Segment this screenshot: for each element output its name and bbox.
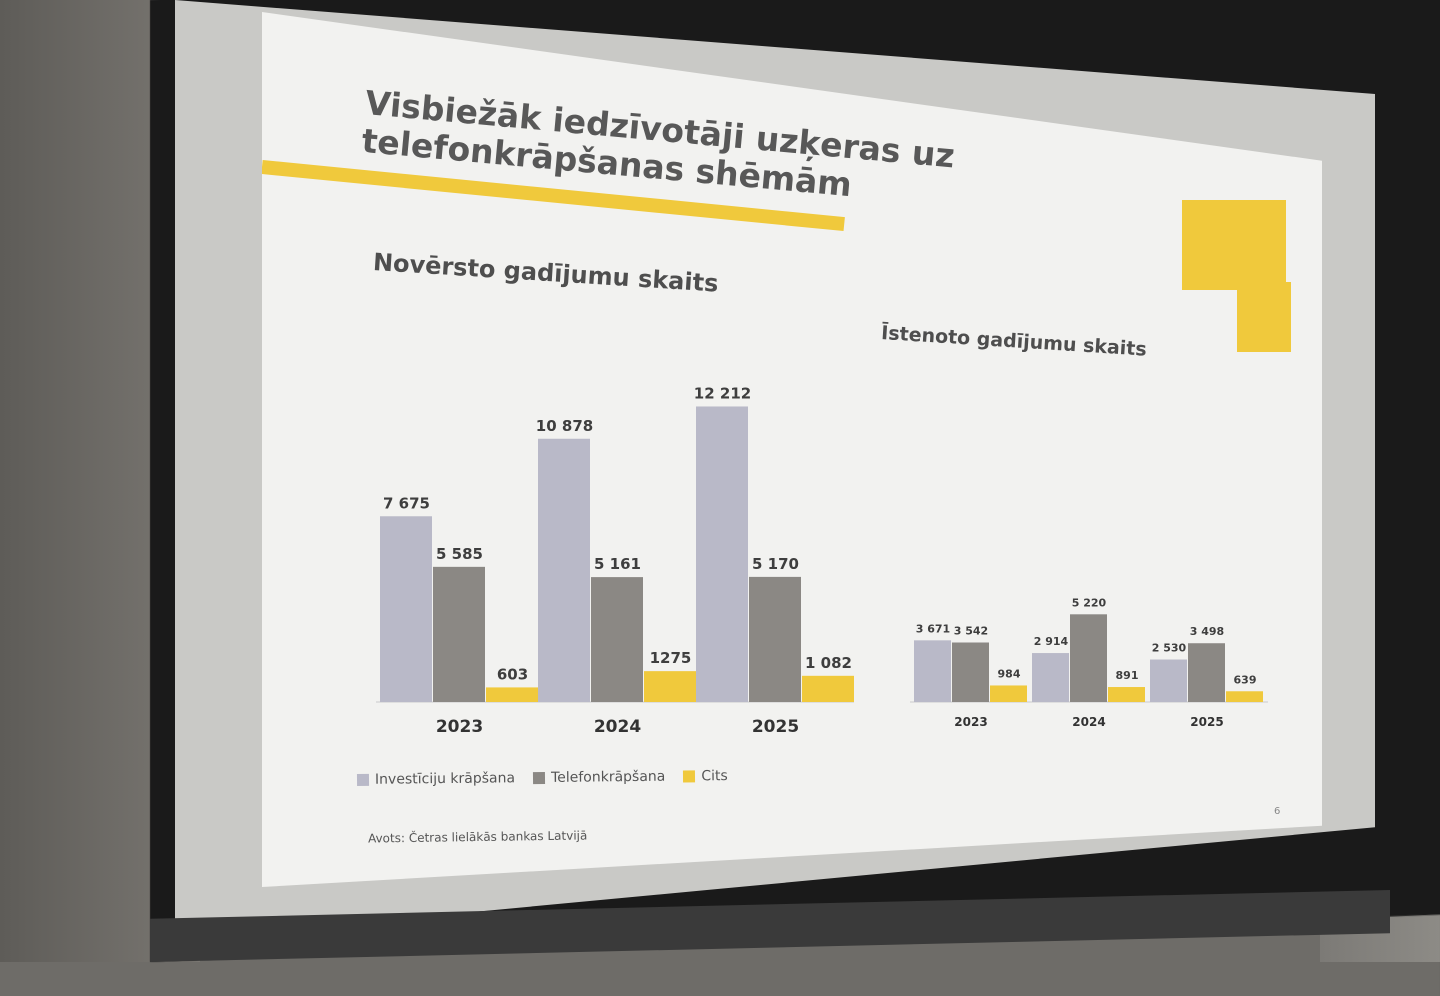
bar-investment-2023 xyxy=(914,640,951,702)
bar-investment-2025 xyxy=(1150,659,1187,702)
presentation-slide: Visbiežāk iedzīvotāji uzķeras uz telefon… xyxy=(262,12,1322,887)
page-number: 6 xyxy=(1274,806,1280,817)
legend-swatch xyxy=(533,772,545,784)
legend-item-phone: Telefonkrāpšana xyxy=(533,769,665,786)
data-label-investment-2023: 3 671 xyxy=(916,622,950,635)
bar-investment-2025 xyxy=(696,406,748,702)
data-label-phone-2023: 5 585 xyxy=(436,545,483,563)
bar-other-2023 xyxy=(486,687,538,702)
bar-phone-2025 xyxy=(749,577,801,702)
data-label-phone-2024: 5 220 xyxy=(1072,596,1107,609)
x-tick-label-2024: 2024 xyxy=(1072,715,1105,729)
data-label-investment-2024: 10 878 xyxy=(536,417,593,435)
data-label-investment-2025: 2 530 xyxy=(1152,641,1187,654)
data-label-other-2025: 639 xyxy=(1234,673,1257,686)
x-tick-label-2024: 2024 xyxy=(594,717,641,737)
legend-item-investment: Investīciju krāpšana xyxy=(357,770,515,788)
data-label-investment-2024: 2 914 xyxy=(1034,635,1069,648)
legend-swatch xyxy=(357,774,369,786)
bar-other-2024 xyxy=(1108,687,1145,702)
legend-label: Telefonkrāpšana xyxy=(551,769,665,786)
chart-realized-cases: 3 671 3 542 984 2023 2 914 5 220 891 2024 2 5303… xyxy=(910,596,1268,729)
bar-investment-2024 xyxy=(538,439,590,702)
bar-other-2023 xyxy=(990,685,1027,702)
bar-other-2024 xyxy=(644,671,696,702)
data-label-investment-2023: 7 675 xyxy=(383,494,430,512)
data-label-phone-2025: 5 170 xyxy=(752,555,799,573)
data-label-other-2024: 1275 xyxy=(650,649,692,667)
bar-phone-2025 xyxy=(1188,643,1225,702)
data-label-investment-2025: 12 212 xyxy=(694,384,751,402)
legend-label: Investīciju krāpšana xyxy=(375,770,515,787)
data-label-other-2023: 984 xyxy=(998,667,1021,680)
x-tick-label-2023: 2023 xyxy=(954,715,987,729)
x-tick-label-2025: 2025 xyxy=(752,717,799,737)
bar-other-2025 xyxy=(1226,691,1263,702)
legend-label: Cits xyxy=(701,768,728,784)
charts-canvas: 7 675 5 585 603 2023 10 878 5 161 1275 2024 12 2… xyxy=(262,12,1322,887)
legend-swatch xyxy=(683,770,695,782)
bar-phone-2024 xyxy=(591,577,643,702)
x-tick-label-2025: 2025 xyxy=(1190,715,1223,729)
data-label-other-2025: 1 082 xyxy=(805,654,852,672)
legend-item-other: Cits xyxy=(683,768,728,784)
chart-prevented-cases: 7 675 5 585 603 2023 10 878 5 161 1275 2024 12 2… xyxy=(376,384,854,737)
bar-other-2025 xyxy=(802,676,854,702)
data-label-phone-2025: 3 498 xyxy=(1190,625,1224,638)
bar-phone-2023 xyxy=(433,567,485,702)
bar-phone-2024 xyxy=(1070,614,1107,702)
x-tick-label-2023: 2023 xyxy=(436,717,483,737)
data-label-phone-2023: 3 542 xyxy=(954,624,988,637)
data-label-phone-2024: 5 161 xyxy=(594,555,641,573)
bar-phone-2023 xyxy=(952,642,989,702)
data-label-other-2024: 891 xyxy=(1116,669,1139,682)
bar-investment-2024 xyxy=(1032,653,1069,702)
data-label-other-2023: 603 xyxy=(497,665,528,683)
bar-investment-2023 xyxy=(380,516,432,702)
